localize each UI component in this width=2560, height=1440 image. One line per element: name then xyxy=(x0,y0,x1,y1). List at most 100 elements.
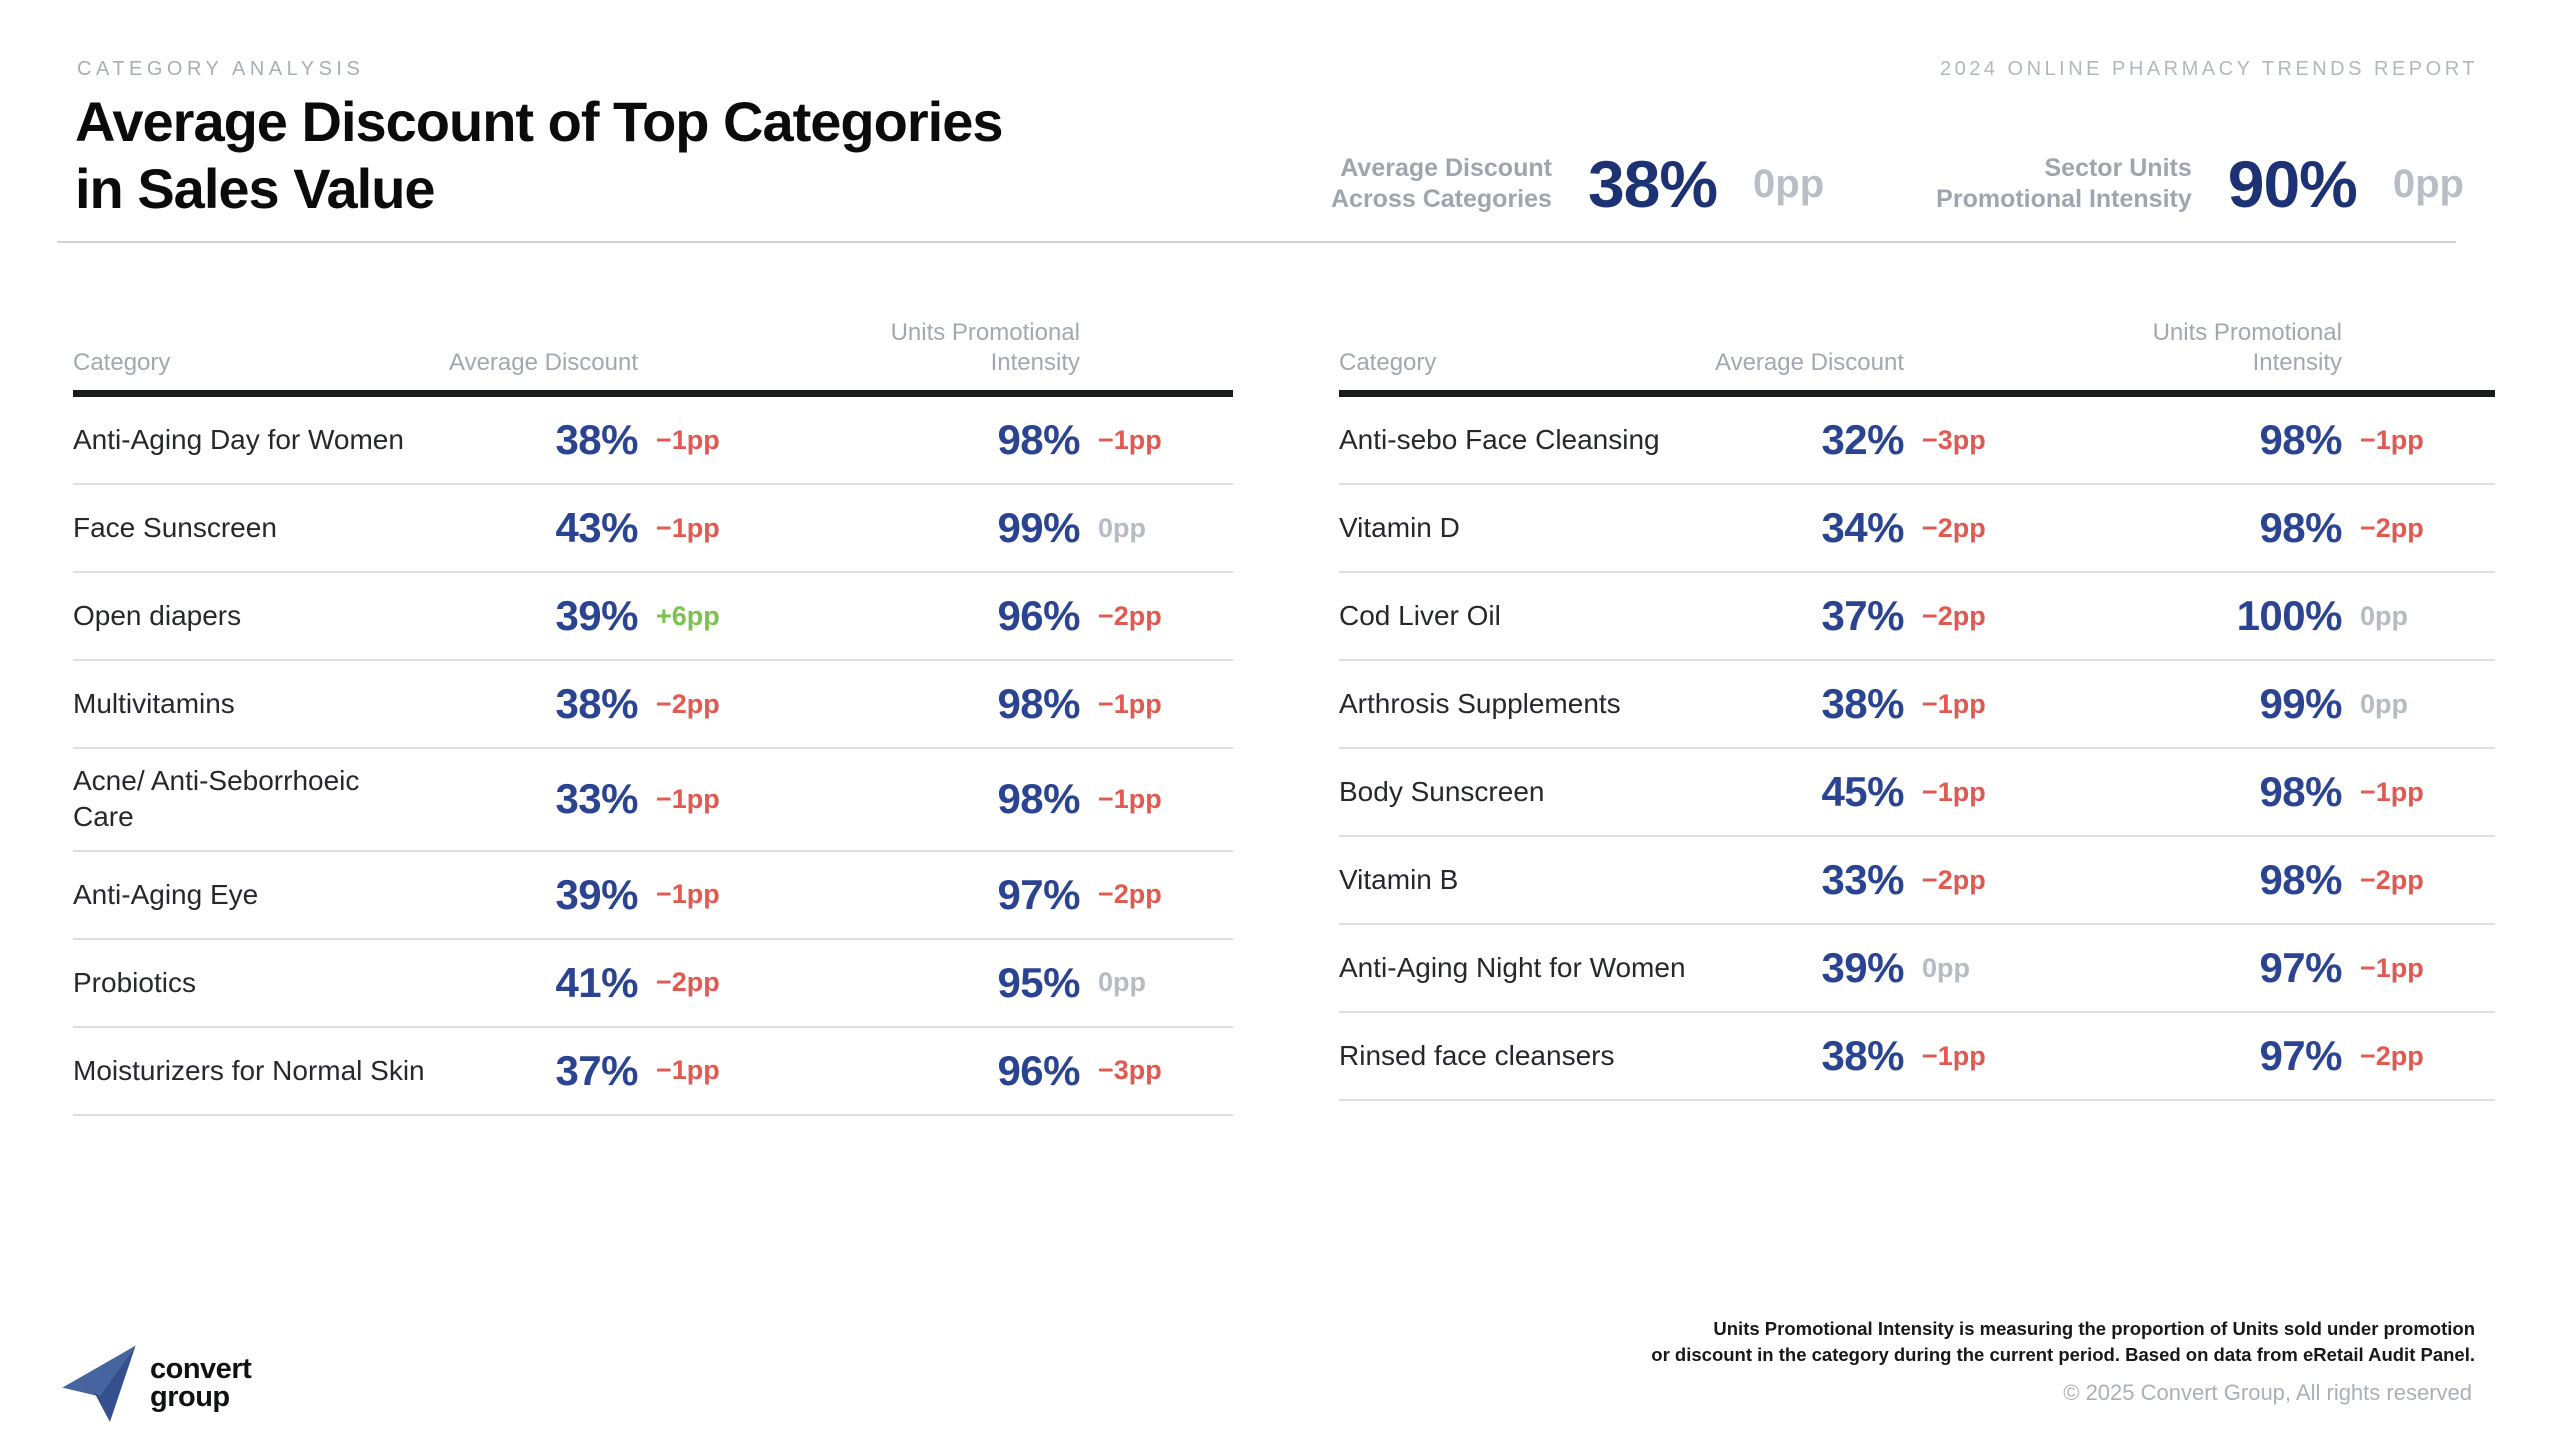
intensity-value: 96% xyxy=(997,592,1080,639)
header-divider xyxy=(57,241,2456,243)
kpi-label-line1: Average Discount xyxy=(1340,153,1552,182)
kpi-label-line1: Sector Units xyxy=(2044,153,2192,182)
table-row: Moisturizers for Normal Skin 37% −1pp 96% −3… xyxy=(73,1028,1233,1116)
discount-cell: 38% −2pp xyxy=(438,680,781,728)
discount-cell: 39% +6pp xyxy=(438,592,781,640)
column-header-category: Category xyxy=(1339,349,1437,376)
kpi-sector-intensity: Sector Units Promotional Intensity 90% 0… xyxy=(1936,146,2464,222)
intensity-cell: 97% −2pp xyxy=(2132,1032,2495,1080)
intensity-value: 98% xyxy=(997,416,1080,463)
discount-value: 38% xyxy=(1821,1032,1904,1079)
discount-change: 0pp xyxy=(1922,952,1971,983)
table-row: Body Sunscreen 45% −1pp 98% −1pp xyxy=(1339,749,2495,837)
report-tag: 2024 ONLINE PHARMACY TRENDS REPORT xyxy=(1939,58,2478,80)
column-header-intensity: Units Promotional Intensity xyxy=(870,318,1233,378)
discount-cell: 37% −2pp xyxy=(1704,592,2047,640)
discount-change: −1pp xyxy=(1922,688,1986,719)
category-cell: Anti-Aging Day for Women xyxy=(73,423,404,455)
discount-change: −2pp xyxy=(656,967,720,998)
category-cell: Multivitamins xyxy=(73,687,235,719)
table-body: Anti-sebo Face Cleansing 32% −3pp 98% −1pp Vi… xyxy=(1339,397,2495,1101)
kpi-change: 0pp xyxy=(2392,161,2464,206)
intensity-change: −3pp xyxy=(1098,1055,1162,1086)
intensity-change: −2pp xyxy=(2360,512,2424,543)
table-header-row: Category Average Discount Units Promotio… xyxy=(73,318,1233,397)
intensity-value: 99% xyxy=(997,504,1080,551)
table-header-row: Category Average Discount Units Promotio… xyxy=(1339,318,2495,397)
intensity-value: 95% xyxy=(997,958,1080,1006)
category-cell: Arthrosis Supplements xyxy=(1339,687,1621,719)
intensity-change: 0pp xyxy=(1098,512,1147,543)
category-cell: Cod Liver Oil xyxy=(1339,599,1501,631)
kpi-label-line2: Across Categories xyxy=(1331,185,1552,213)
copyright: © 2025 Convert Group, All rights reserve… xyxy=(2063,1380,2472,1405)
discount-value: 37% xyxy=(1821,592,1904,639)
intensity-change: 0pp xyxy=(2360,600,2409,631)
intensity-cell: 100% 0pp xyxy=(2132,592,2495,640)
intensity-value: 98% xyxy=(2259,768,2342,815)
logo-wordmark: convert group xyxy=(150,1354,252,1412)
kpi-value: 90% xyxy=(2227,147,2358,221)
column-header-discount: Average Discount xyxy=(1715,349,1904,376)
discount-cell: 38% −1pp xyxy=(438,416,781,464)
intensity-cell: 96% −2pp xyxy=(870,592,1233,640)
intensity-change: 0pp xyxy=(1098,967,1147,998)
intensity-cell: 97% −1pp xyxy=(2132,944,2495,992)
intensity-value: 100% xyxy=(2236,592,2343,639)
kpi-label: Average Discount Across Categories xyxy=(1331,153,1552,216)
intensity-change: −1pp xyxy=(1098,783,1162,814)
column-header-category: Category xyxy=(73,349,171,376)
footnote-line1: Units Promotional Intensity is measuring… xyxy=(1713,1318,2475,1339)
category-cell: Anti-Aging Eye xyxy=(73,878,259,910)
intensity-change: −1pp xyxy=(2360,424,2424,455)
table-row: Anti-sebo Face Cleansing 32% −3pp 98% −1pp xyxy=(1339,397,2495,485)
kpi-label-line2: Promotional Intensity xyxy=(1936,185,2192,213)
discount-cell: 41% −2pp xyxy=(438,959,781,1007)
table-row: Anti-Aging Night for Women 39% 0pp 97% −1pp xyxy=(1339,925,2495,1013)
discount-change: −2pp xyxy=(1922,512,1986,543)
table-row: Arthrosis Supplements 38% −1pp 99% 0pp xyxy=(1339,661,2495,749)
discount-value: 43% xyxy=(555,504,638,551)
table-row: Face Sunscreen 43% −1pp 99% 0pp xyxy=(73,485,1233,573)
intensity-cell: 98% −2pp xyxy=(2132,856,2495,904)
column-header-discount: Average Discount xyxy=(449,349,638,376)
category-cell: Vitamin D xyxy=(1339,511,1460,543)
discount-value: 39% xyxy=(555,870,638,918)
discount-value: 45% xyxy=(1821,768,1904,815)
discount-value: 34% xyxy=(1821,504,1904,551)
eyebrow-label: CATEGORY ANALYSIS xyxy=(77,58,365,80)
category-cell: Probiotics xyxy=(73,966,196,998)
intensity-cell: 99% 0pp xyxy=(2132,680,2495,728)
discount-change: −1pp xyxy=(656,783,720,814)
discount-cell: 39% −1pp xyxy=(438,871,781,919)
category-cell: Rinsed face cleansers xyxy=(1339,1039,1615,1071)
discount-value: 39% xyxy=(1821,944,1904,991)
discount-change: −2pp xyxy=(1922,864,1986,895)
intensity-value: 98% xyxy=(2259,504,2342,551)
discount-cell: 38% −1pp xyxy=(1704,680,2047,728)
table-row: Vitamin D 34% −2pp 98% −2pp xyxy=(1339,485,2495,573)
table-row: Multivitamins 38% −2pp 98% −1pp xyxy=(73,661,1233,749)
intensity-value: 97% xyxy=(2259,944,2342,991)
intensity-value: 98% xyxy=(997,680,1080,727)
right-table: Category Average Discount Units Promotio… xyxy=(1339,318,2495,1101)
table-body: Anti-Aging Day for Women 38% −1pp 98% −1pp Fa… xyxy=(73,397,1233,1116)
discount-change: −2pp xyxy=(656,688,720,719)
kpi-value: 38% xyxy=(1587,147,1718,221)
intensity-cell: 95% 0pp xyxy=(870,959,1233,1007)
discount-value: 37% xyxy=(555,1046,638,1094)
intensity-value: 98% xyxy=(2259,416,2342,463)
discount-value: 41% xyxy=(555,958,638,1006)
intensity-cell: 99% 0pp xyxy=(870,504,1233,552)
intensity-change: −2pp xyxy=(1098,600,1162,631)
convert-group-logo: convert group xyxy=(60,1342,252,1424)
intensity-change: −1pp xyxy=(2360,776,2424,807)
intensity-change: −1pp xyxy=(1098,688,1162,719)
intensity-cell: 98% −1pp xyxy=(870,775,1233,823)
column-header-intensity-line2: Intensity xyxy=(2252,349,2342,376)
intensity-cell: 98% −1pp xyxy=(870,416,1233,464)
column-header-intensity-line1: Units Promotional xyxy=(2152,319,2342,346)
intensity-value: 99% xyxy=(2259,680,2342,727)
intensity-cell: 98% −1pp xyxy=(2132,768,2495,816)
intensity-value: 97% xyxy=(997,870,1080,918)
